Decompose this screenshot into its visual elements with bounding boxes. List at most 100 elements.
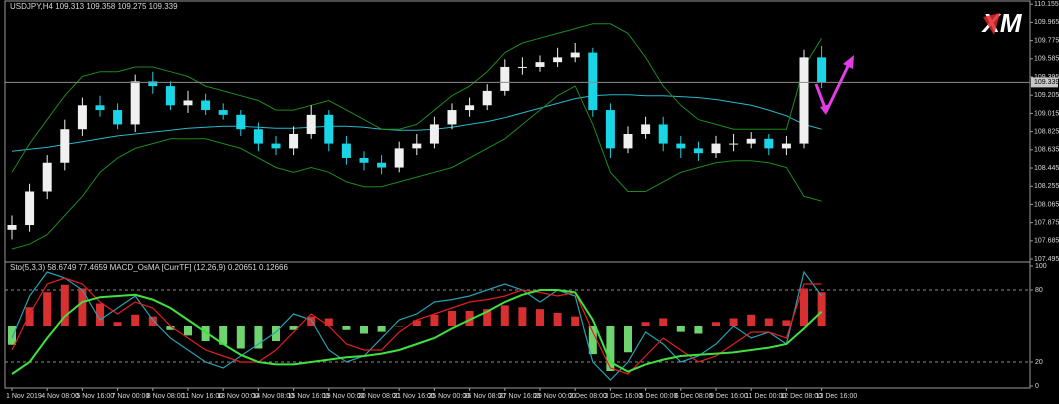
y-tick-label: 109.965 <box>1034 19 1059 26</box>
x-tick-label: 14 Nov 08:00 <box>252 393 294 400</box>
oscillator-line <box>11 289 823 375</box>
y-tick-label: 20 <box>1035 359 1043 366</box>
y-tick-label: 109.775 <box>1034 37 1059 44</box>
candle-body <box>658 124 668 144</box>
x-tick-label: 5 Nov 16:00 <box>76 393 114 400</box>
y-tick-label: 107.875 <box>1034 219 1059 226</box>
histogram-bar <box>166 326 175 330</box>
indicator-title: Sto(5,3,3) 58.6749 77.4659 MACD_OsMA [Cu… <box>10 263 288 272</box>
current-price-label: 109.339 <box>1034 79 1059 86</box>
y-tick-label: 0 <box>1035 383 1039 390</box>
histogram-bar <box>395 326 404 327</box>
histogram-bar <box>800 288 808 326</box>
candle-body <box>253 129 263 144</box>
candle-body <box>218 110 228 115</box>
chart-title: USDJPY,H4 109.313 109.358 109.275 109.33… <box>10 2 178 11</box>
histogram-bar <box>377 326 386 332</box>
histogram-bar <box>641 322 650 326</box>
y-tick-label: 108.065 <box>1034 201 1059 208</box>
histogram-bar <box>289 326 298 330</box>
y-tick-label: 107.685 <box>1034 238 1059 245</box>
x-tick-label: 12 Dec 08:00 <box>780 393 822 400</box>
x-tick-label: 11 Nov 16:00 <box>182 393 223 400</box>
candle-body <box>799 57 809 144</box>
x-tick-label: 29 Nov 00:00 <box>534 393 576 400</box>
histogram-bar <box>148 316 157 326</box>
candle-body <box>482 90 492 106</box>
x-tick-label: 25 Nov 00:00 <box>428 393 470 400</box>
x-tick-label: 15 Nov 16:00 <box>288 393 330 400</box>
histogram-bar <box>254 326 263 349</box>
histogram-bar <box>747 314 756 326</box>
histogram-bar <box>553 312 562 326</box>
histogram-bar <box>782 320 791 326</box>
x-tick-label: 1 Nov 2019 <box>6 393 42 400</box>
x-tick-label: 7 Nov 00:00 <box>112 393 150 400</box>
histogram-bar <box>8 326 16 345</box>
candle-body <box>377 162 387 168</box>
y-tick-label: 100 <box>1035 263 1047 270</box>
candle-body <box>306 114 316 135</box>
histogram-bar <box>131 314 140 326</box>
indicator-line <box>11 94 822 152</box>
candle-body <box>42 162 52 192</box>
x-tick-label: 19 Nov 00:00 <box>323 393 365 400</box>
arrow-up <box>824 63 851 113</box>
candle-body <box>324 114 334 144</box>
arrow-down <box>814 83 827 109</box>
candle-body <box>148 81 158 87</box>
y-tick-label: 108.635 <box>1034 147 1059 154</box>
candle-body <box>553 57 563 63</box>
histogram-bar <box>342 326 351 330</box>
candle-body <box>500 66 510 91</box>
candle-body <box>77 105 87 130</box>
y-tick-label: 108.825 <box>1034 128 1059 135</box>
y-tick-label: 110.155 <box>1034 1 1059 8</box>
histogram-bar <box>448 311 456 326</box>
candle-body <box>817 57 827 83</box>
candle-body <box>588 52 598 111</box>
histogram-bar <box>571 316 580 326</box>
candle-body <box>429 124 439 144</box>
candle-body <box>412 143 422 149</box>
candle-body <box>711 143 721 154</box>
candle-body <box>289 134 299 149</box>
x-tick-label: 6 Dec 08:00 <box>675 393 713 400</box>
indicator-line <box>11 85 822 250</box>
logo-accent <box>983 13 1000 35</box>
histogram-bar <box>360 326 368 334</box>
histogram-bar <box>430 314 439 326</box>
histogram-bar <box>817 292 826 326</box>
histogram-bar <box>500 305 509 326</box>
histogram-bar <box>729 318 738 326</box>
plot: 107.495 107.685 107.875 108.065 108.255 108.4… <box>5 1 1059 400</box>
histogram-bar <box>113 322 122 326</box>
y-tick-label: 109.395 <box>1034 74 1059 81</box>
x-tick-label: 13 Dec 16:00 <box>816 393 858 400</box>
candle-body <box>465 105 475 111</box>
x-tick-label: 2 Dec 08:00 <box>569 393 607 400</box>
candle-body <box>746 138 756 144</box>
histogram-bar <box>764 318 773 326</box>
histogram-bar <box>624 326 632 353</box>
x-tick-label: 5 Dec 00:00 <box>640 393 678 400</box>
histogram-bar <box>465 311 474 326</box>
candle-body <box>165 86 175 106</box>
histogram-bar <box>588 326 597 355</box>
candle-body <box>693 148 703 154</box>
candle-body <box>7 225 17 230</box>
oscillator-line <box>11 277 822 375</box>
histogram-bar <box>536 309 544 326</box>
candle-body <box>517 66 527 68</box>
candle-body <box>605 110 615 149</box>
y-tick-label: 108.445 <box>1034 165 1059 172</box>
current-price-box <box>1031 77 1058 88</box>
candle-body <box>570 52 580 58</box>
candle-body <box>201 100 211 111</box>
y-tick-label: 107.495 <box>1034 256 1059 263</box>
x-tick-label: 3 Dec 16:00 <box>604 393 642 400</box>
frame <box>4 0 1031 389</box>
candle-body <box>729 143 739 145</box>
candle-body <box>781 143 791 149</box>
y-tick-label: 80 <box>1035 287 1043 294</box>
